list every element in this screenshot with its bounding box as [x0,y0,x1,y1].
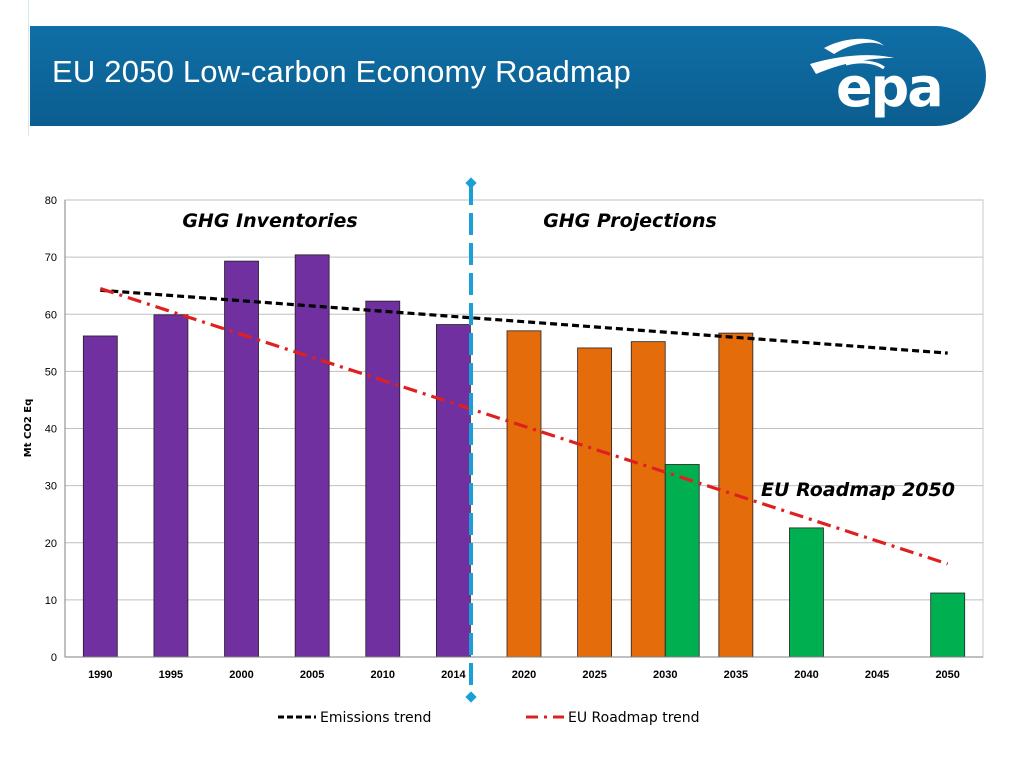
emissions-trend-line [100,288,948,355]
x-tick-label: 2045 [865,669,889,681]
x-tick-label: 2040 [794,669,818,681]
bar-eu-roadmap-2050-2030 [664,464,700,658]
bar-ghg-inventories-2010 [365,300,401,658]
bar-eu-roadmap-2050-2040 [789,527,824,658]
y-axis-label: Mt CO2 Eq [23,399,34,457]
x-tick-label: 2030 [653,669,677,681]
annotation-projections: GHG Projections [543,210,717,232]
x-tick-label: 1995 [159,669,183,681]
logo-text: epa [836,56,944,119]
x-tick-label: 2000 [229,669,253,681]
legend-emissions-trend: Emissions trend [320,710,431,726]
legend-roadmap-trend: EU Roadmap trend [568,710,700,726]
side-strip [0,0,29,136]
trend-layer [99,287,949,566]
epa-logo: epa [806,34,946,120]
y-tick-label: 60 [45,309,57,321]
bar-ghg-projections-2020 [506,330,542,658]
x-tick-label: 1990 [88,669,112,681]
annotation-inventories: GHG Inventories [182,210,357,232]
bar-ghg-projections-2025 [577,347,613,658]
x-tick-label: 2025 [582,669,606,681]
x-tick-label: 2005 [300,669,324,681]
bar-layer [82,254,966,658]
bar-ghg-inventories-1990 [82,335,118,658]
logo-swirl-icon [810,38,894,74]
y-tick-label: 10 [45,595,57,607]
divider-top-marker [465,177,477,189]
y-tick-label: 40 [45,424,57,436]
bar-ghg-inventories-2005 [294,254,330,658]
x-tick-label: 2010 [371,669,395,681]
header-banner: EU 2050 Low-carbon Economy Roadmap epa [30,26,986,126]
bar-ghg-inventories-1995 [153,314,189,658]
x-tick-label: 2035 [724,669,748,681]
x-tick-label: 2014 [441,669,466,681]
bar-ghg-inventories-2014 [435,324,471,658]
annotation-roadmap: EU Roadmap 2050 [761,479,955,501]
y-tick-label: 0 [51,652,57,664]
x-tick-label: 2020 [512,669,536,681]
roadmap-trend-line [99,287,949,566]
y-tick-label: 20 [45,538,57,550]
x-tick-label: 2050 [935,669,959,681]
y-tick-label: 80 [45,195,57,207]
y-tick-label: 30 [45,481,57,493]
bar-eu-roadmap-2050-2050 [930,592,966,658]
y-tick-label: 70 [45,252,57,264]
bar-ghg-projections-2030 [630,341,666,658]
y-tick-label: 50 [45,366,57,378]
page-title: EU 2050 Low-carbon Economy Roadmap [52,54,631,89]
bar-ghg-inventories-2000 [224,260,259,658]
divider-bottom-marker [465,691,477,703]
